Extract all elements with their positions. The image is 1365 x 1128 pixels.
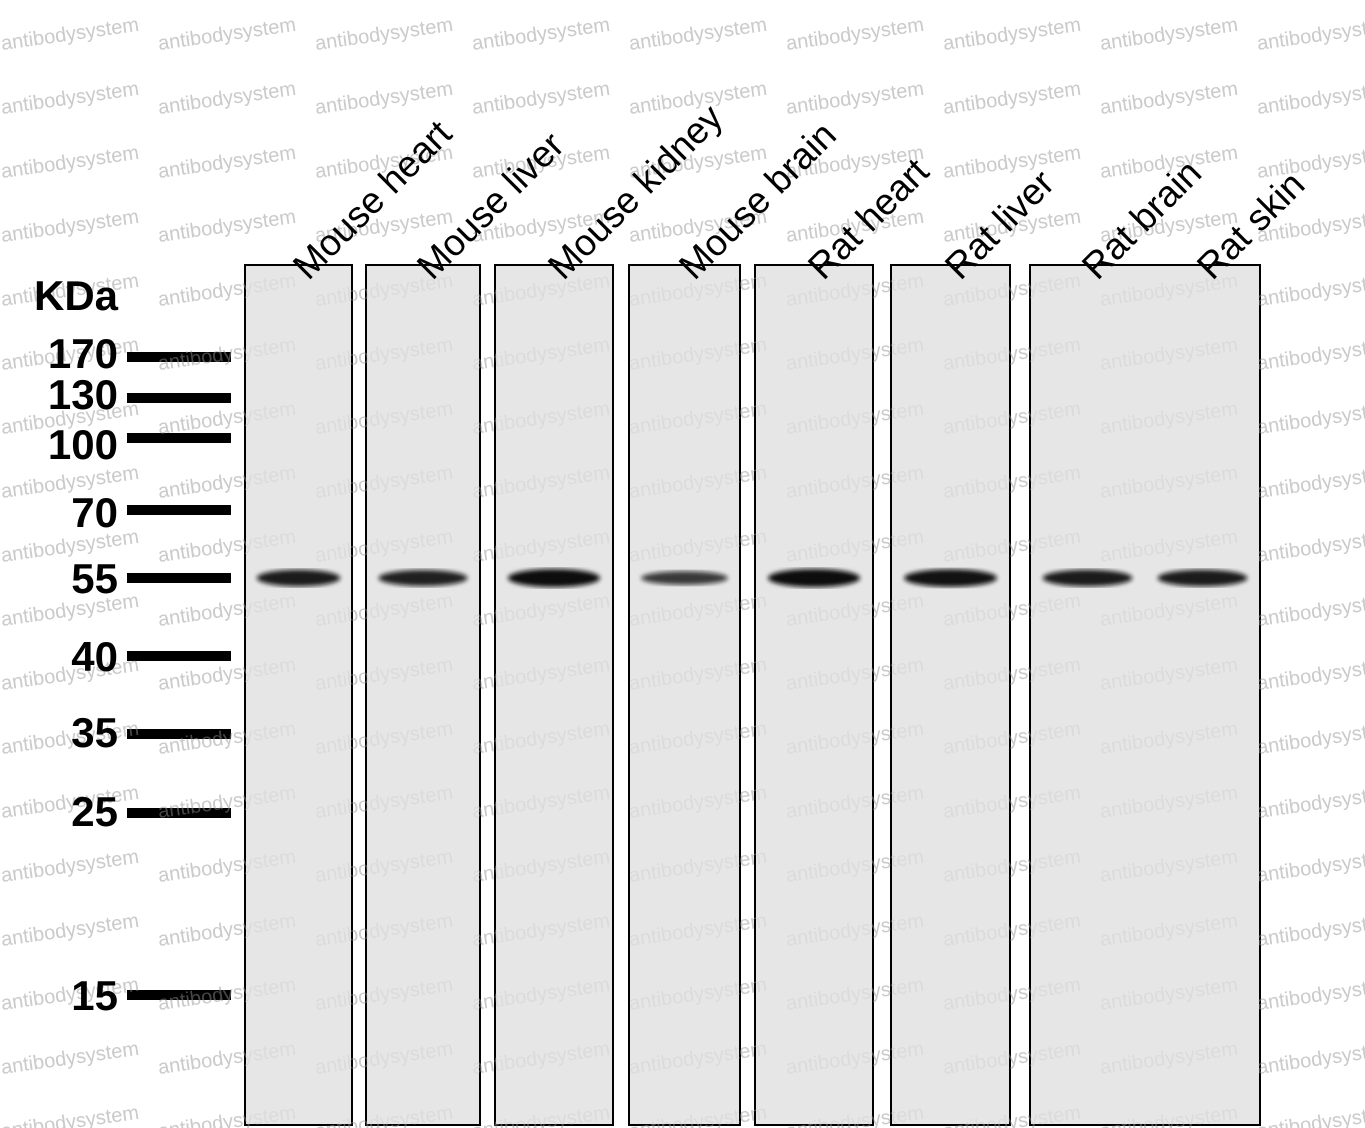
marker-bar <box>127 573 231 583</box>
marker-bar <box>127 393 231 403</box>
marker-label: 130 <box>47 371 118 418</box>
units-label: KDa <box>34 272 119 319</box>
band <box>1042 569 1133 587</box>
membrane-panel <box>754 264 874 1126</box>
marker-label: 25 <box>71 788 118 835</box>
marker-bar <box>127 433 231 443</box>
bands <box>256 569 1248 587</box>
band <box>641 571 728 585</box>
marker-bar <box>127 729 231 739</box>
marker-label: 100 <box>47 421 118 468</box>
membrane-panel <box>244 264 353 1126</box>
band <box>1157 569 1248 587</box>
marker-label: 170 <box>47 330 118 377</box>
band <box>507 569 601 587</box>
marker-ladder <box>127 352 231 1000</box>
marker-label: 35 <box>71 709 118 756</box>
marker-bar <box>127 352 231 362</box>
marker-label: 40 <box>71 633 118 680</box>
marker-bar <box>127 808 231 818</box>
membrane-panel <box>494 264 614 1126</box>
marker-label: 55 <box>71 555 118 602</box>
marker-bar <box>127 651 231 661</box>
marker-label: 70 <box>71 489 118 536</box>
marker-bar <box>127 505 231 515</box>
membrane-panel <box>890 264 1011 1126</box>
marker-label: 15 <box>71 972 118 1019</box>
membrane-panel <box>365 264 481 1126</box>
band <box>256 569 341 587</box>
marker-bar <box>127 990 231 1000</box>
membrane-panels <box>244 264 1261 1126</box>
band <box>767 569 861 587</box>
band <box>378 570 468 586</box>
band <box>904 569 997 587</box>
membrane-panel <box>628 264 741 1126</box>
membrane-panel <box>1029 264 1261 1126</box>
